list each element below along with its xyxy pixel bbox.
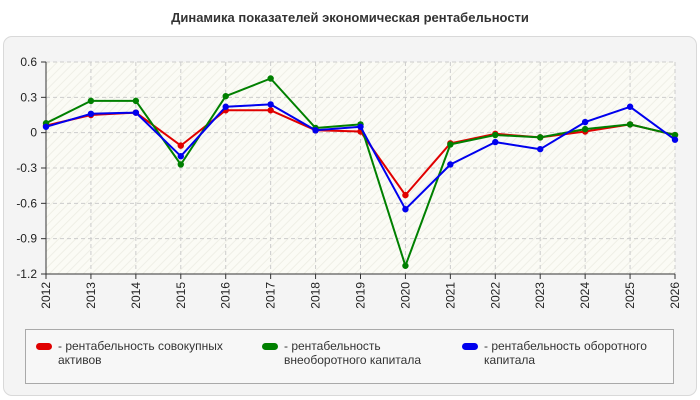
data-point-series-2 xyxy=(132,109,140,116)
legend-item-series-2: - рентабельность оборотного капитала xyxy=(462,339,664,367)
x-tick-label: 2019 xyxy=(354,282,368,309)
data-point-series-2 xyxy=(581,118,589,126)
data-point-series-1 xyxy=(267,75,274,82)
data-point-series-1 xyxy=(581,125,589,133)
x-tick-label: 2014 xyxy=(129,282,143,309)
legend-item-series-1: - рентабельность внеоборотного капитала xyxy=(262,339,464,367)
x-tick-label: 2026 xyxy=(668,282,682,309)
data-point-series-1 xyxy=(492,131,499,139)
legend-label-series-2: - рентабельность оборотного капитала xyxy=(484,339,647,367)
data-point-series-1 xyxy=(626,121,634,128)
data-point-series-2 xyxy=(626,103,634,110)
data-point-series-0 xyxy=(267,107,274,114)
x-tick-label: 2017 xyxy=(264,282,278,309)
data-point-series-2 xyxy=(267,101,274,108)
chart-legend: - рентабельность совокупных активов - ре… xyxy=(25,329,674,384)
data-point-series-2 xyxy=(87,110,95,118)
x-tick-label: 2021 xyxy=(443,282,457,309)
x-tick-label: 2015 xyxy=(174,282,188,309)
data-point-series-2 xyxy=(447,161,454,168)
x-tick-label: 2018 xyxy=(309,282,323,309)
data-point-series-1 xyxy=(402,262,409,269)
y-tick-label: 0.6 xyxy=(20,55,37,69)
data-point-series-2 xyxy=(222,103,229,110)
y-tick-label: -0.6 xyxy=(16,196,37,210)
legend-swatch-series-0 xyxy=(36,343,52,350)
data-point-series-2 xyxy=(402,206,409,213)
y-tick-label: -0.3 xyxy=(16,161,37,175)
y-tick-label: -0.9 xyxy=(16,232,37,246)
data-point-series-2 xyxy=(671,136,679,143)
x-tick-label: 2023 xyxy=(533,282,547,309)
data-point-series-1 xyxy=(671,131,679,139)
data-point-series-1 xyxy=(537,134,544,141)
y-tick-label: 0.3 xyxy=(20,90,37,104)
data-point-series-2 xyxy=(357,123,364,130)
data-point-series-1 xyxy=(132,97,140,105)
x-tick-label: 2020 xyxy=(398,282,412,309)
data-point-series-2 xyxy=(537,145,544,153)
x-tick-label: 2022 xyxy=(488,282,502,309)
data-point-series-1 xyxy=(177,161,184,168)
chart-title: Динамика показателей экономическая рента… xyxy=(171,10,529,25)
data-point-series-0 xyxy=(177,142,184,149)
legend-swatch-series-2 xyxy=(462,343,478,350)
data-point-series-2 xyxy=(312,127,319,134)
data-point-series-2 xyxy=(177,153,184,160)
y-tick-label: 0 xyxy=(30,126,37,140)
y-tick-label: -1.2 xyxy=(16,267,37,281)
legend-swatch-series-1 xyxy=(262,343,278,350)
x-tick-label: 2013 xyxy=(84,282,98,309)
data-point-series-1 xyxy=(447,141,454,148)
x-tick-label: 2012 xyxy=(39,282,53,309)
legend-label-series-0: - рентабельность совокупных активов xyxy=(58,339,223,367)
data-point-series-1 xyxy=(222,92,229,100)
x-tick-label: 2025 xyxy=(623,282,637,309)
legend-item-series-0: - рентабельность совокупных активов xyxy=(36,339,238,367)
x-tick-label: 2016 xyxy=(219,282,233,309)
data-point-series-2 xyxy=(42,123,50,130)
x-tick-label: 2024 xyxy=(578,282,592,309)
legend-label-series-1: - рентабельность внеоборотного капитала xyxy=(284,339,421,367)
data-point-series-2 xyxy=(492,138,499,146)
data-point-series-0 xyxy=(402,191,409,199)
data-point-series-1 xyxy=(87,97,95,105)
